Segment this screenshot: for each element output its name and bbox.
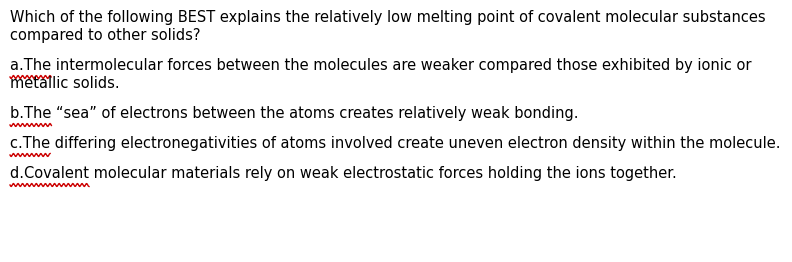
- Text: Which of the following BEST explains the relatively low melting point of covalen: Which of the following BEST explains the…: [10, 10, 766, 25]
- Text: metallic solids.: metallic solids.: [10, 76, 120, 91]
- Text: b.The “sea” of electrons between the atoms creates relatively weak bonding.: b.The “sea” of electrons between the ato…: [10, 106, 578, 121]
- Text: a.The intermolecular forces between the molecules are weaker compared those exhi: a.The intermolecular forces between the …: [10, 58, 752, 73]
- Text: c.The differing electronegativities of atoms involved create uneven electron den: c.The differing electronegativities of a…: [10, 136, 780, 151]
- Text: d.Covalent molecular materials rely on weak electrostatic forces holding the ion: d.Covalent molecular materials rely on w…: [10, 166, 676, 181]
- Text: compared to other solids?: compared to other solids?: [10, 28, 200, 43]
